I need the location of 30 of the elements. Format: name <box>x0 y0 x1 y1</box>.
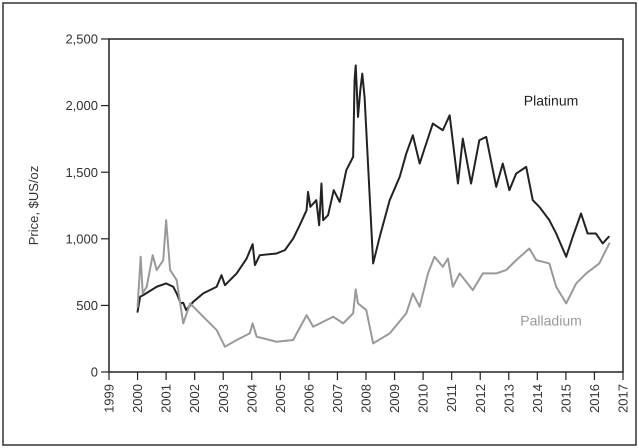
y-tick-label: 0 <box>90 364 98 380</box>
x-tick-label: 2016 <box>586 384 602 413</box>
x-tick-label: 2015 <box>558 384 574 413</box>
x-tick-label: 2003 <box>216 384 231 413</box>
x-tick-label: 2009 <box>387 384 402 413</box>
text: Platinum <box>524 92 578 109</box>
line-series <box>136 219 610 348</box>
line-series <box>136 64 610 313</box>
x-tick-label: 2001 <box>158 384 174 413</box>
x-tick-label: 2011 <box>444 384 460 412</box>
x-tick-label: 2013 <box>501 384 516 413</box>
series-label: Palladium <box>520 312 582 328</box>
x-tick-label: 2014 <box>530 384 545 413</box>
y-axis-title: Price, $US/oz <box>26 166 41 246</box>
x-tick-label: 2000 <box>130 384 146 413</box>
x-tick-label: 2005 <box>272 384 288 413</box>
x-tick-label: 2017 <box>616 384 631 413</box>
x-tick-label: 2008 <box>358 384 374 413</box>
y-tick-label: 1,500 <box>65 164 98 180</box>
y-tick-label: 500 <box>76 298 98 313</box>
x-tick-label: 2007 <box>330 384 345 413</box>
x-tick-label: 2012 <box>472 384 488 413</box>
x-tick-label: 1999 <box>102 384 117 413</box>
y-tick-label: 2,000 <box>65 98 98 114</box>
x-tick-label: 2002 <box>187 384 202 413</box>
x-tick-label: 2010 <box>416 384 431 413</box>
x-tick-label: 2006 <box>301 384 316 413</box>
y-tick-label: 2,500 <box>65 32 98 47</box>
y-tick-label: 1,000 <box>65 231 98 246</box>
x-tick-label: 2004 <box>244 384 260 413</box>
